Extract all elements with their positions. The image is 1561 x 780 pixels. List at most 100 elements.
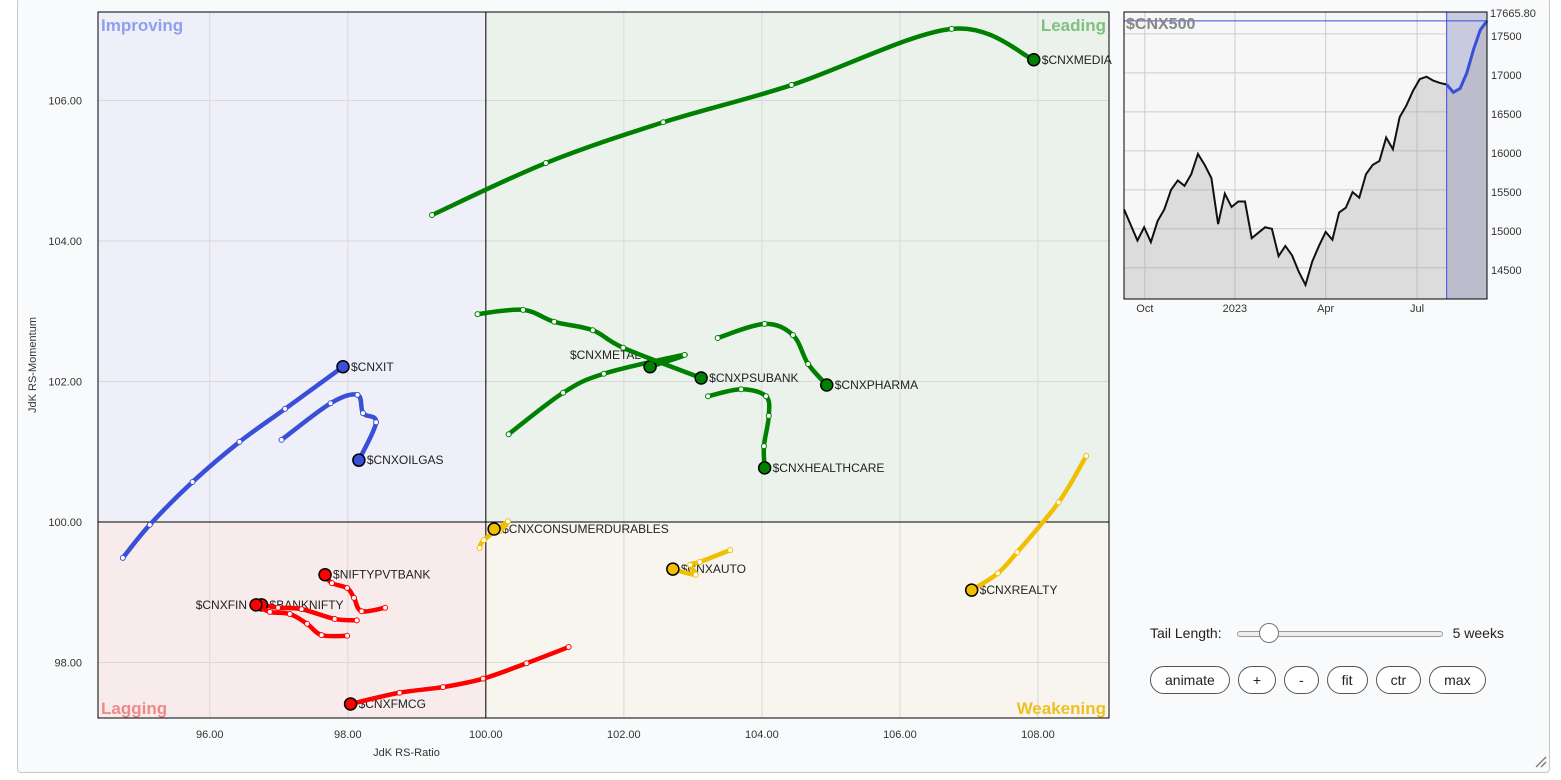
tail-point bbox=[687, 561, 694, 568]
tail-point bbox=[589, 327, 596, 334]
series-label: $CNXFMCG bbox=[359, 697, 426, 711]
zoom-in-button[interactable]: + bbox=[1237, 666, 1276, 694]
tail-point bbox=[738, 386, 745, 393]
series-cnxauto bbox=[666, 547, 734, 578]
mini-x-tick-label: Jul bbox=[1410, 303, 1424, 315]
mini-title: $CNX500 bbox=[1126, 16, 1195, 33]
mini-y-tick-label: 17500 bbox=[1491, 31, 1522, 43]
tail-point bbox=[1055, 499, 1062, 506]
tail-point bbox=[359, 410, 366, 417]
series-label: $CNXHEALTHCARE bbox=[773, 461, 885, 475]
series-label: $CNXPHARMA bbox=[835, 378, 918, 392]
series-label: $CNXCONSUMERDURABLES bbox=[502, 522, 669, 536]
tail-point bbox=[480, 675, 487, 682]
zoom-out-button[interactable]: - bbox=[1284, 666, 1319, 694]
slider-knob[interactable] bbox=[1259, 623, 1280, 643]
tail-point bbox=[331, 615, 338, 622]
quadrant-label-lagging: Lagging bbox=[101, 699, 167, 718]
tail-point bbox=[1083, 452, 1090, 459]
tail-point bbox=[278, 436, 285, 443]
center-button[interactable]: ctr bbox=[1375, 666, 1422, 694]
fit-button[interactable]: fit bbox=[1326, 666, 1368, 694]
tail-length-slider[interactable] bbox=[1236, 623, 1443, 643]
series-cnxrealty bbox=[964, 452, 1090, 597]
head-point bbox=[1027, 53, 1041, 67]
series-label: $CNXIT bbox=[351, 360, 394, 374]
tail-point bbox=[266, 608, 273, 615]
quadrant-label-improving: Improving bbox=[101, 16, 183, 35]
x-tick-label: 100.00 bbox=[469, 729, 503, 741]
x-axis-label: JdK RS-Ratio bbox=[373, 747, 440, 759]
tail-point bbox=[236, 438, 243, 445]
tail-point bbox=[351, 594, 358, 601]
series-cnxit bbox=[119, 360, 350, 561]
x-tick-label: 98.00 bbox=[334, 729, 362, 741]
head-point bbox=[249, 598, 263, 612]
tail-point bbox=[551, 318, 558, 325]
animate-button[interactable]: animate bbox=[1150, 666, 1230, 694]
series-cnxfin bbox=[249, 598, 351, 639]
tail-point bbox=[696, 559, 703, 566]
weakening-quadrant bbox=[485, 522, 1110, 718]
leading-quadrant bbox=[485, 12, 1110, 523]
tail-point bbox=[763, 393, 770, 400]
tail-point bbox=[560, 389, 567, 396]
mini-y-tick-label: 15000 bbox=[1491, 226, 1522, 238]
tail-point bbox=[318, 632, 325, 639]
series-label: $CNXREALTY bbox=[980, 583, 1058, 597]
mini-background bbox=[1124, 12, 1487, 299]
tail-point bbox=[354, 391, 361, 398]
head-point bbox=[757, 461, 772, 475]
tail-point bbox=[344, 585, 351, 592]
mini-last-value: 17665.80 bbox=[1490, 8, 1536, 20]
head-point bbox=[318, 567, 332, 582]
series-label: $NIFTYPVTBANK bbox=[333, 568, 430, 582]
lagging-quadrant bbox=[98, 522, 486, 718]
tail-point bbox=[474, 311, 481, 318]
head-point bbox=[343, 697, 358, 711]
tail-point bbox=[429, 212, 436, 219]
tail-point bbox=[542, 160, 549, 167]
series-label: $CNXOILGAS bbox=[367, 453, 444, 467]
series-cnxoilgas bbox=[278, 391, 380, 467]
tail-point bbox=[440, 684, 447, 691]
tail-point bbox=[660, 119, 667, 126]
mini-y-tick-label: 17000 bbox=[1491, 70, 1522, 82]
improving-quadrant bbox=[98, 12, 486, 523]
series-labels: $CNXMEDIA $CNXMETAL $CNXPSUBANK $CNXPHARMA $… bbox=[196, 53, 1112, 711]
tail-point bbox=[146, 521, 153, 528]
y-tick-label: 102.00 bbox=[48, 377, 82, 389]
quadrant-label-weakening: Weakening bbox=[1017, 699, 1106, 718]
series-cnxpsubank bbox=[474, 306, 708, 385]
tail-point bbox=[396, 689, 403, 696]
series-tail bbox=[120, 364, 346, 561]
tail-point bbox=[994, 570, 1001, 577]
tail-point bbox=[761, 320, 768, 327]
head-point bbox=[666, 562, 680, 576]
mini-frame bbox=[1123, 11, 1488, 300]
tail-point bbox=[714, 334, 721, 341]
tail-point bbox=[327, 400, 334, 407]
y-tick-label: 104.00 bbox=[48, 236, 82, 248]
resize-handle-icon[interactable] bbox=[1533, 754, 1547, 768]
tail-length-value: 5 weeks bbox=[1452, 625, 1504, 641]
x-tick-label: 108.00 bbox=[1021, 729, 1055, 741]
tail-point bbox=[705, 393, 712, 400]
tail-point bbox=[353, 617, 360, 624]
series-cnxconsumerdurables bbox=[476, 518, 511, 551]
series-cnxpharma bbox=[714, 320, 834, 392]
mini-area-fill bbox=[1124, 20, 1487, 299]
tail-point bbox=[504, 518, 511, 525]
tail-point bbox=[765, 412, 772, 419]
max-button[interactable]: max bbox=[1429, 666, 1486, 694]
mini-y-tick-label: 15500 bbox=[1491, 187, 1522, 199]
tail-point bbox=[727, 547, 734, 554]
tail-point bbox=[382, 604, 389, 611]
mini-y-tick-label: 14500 bbox=[1491, 265, 1522, 277]
y-tick-label: 106.00 bbox=[48, 96, 82, 108]
tail-point bbox=[1014, 549, 1021, 556]
tail-point bbox=[620, 344, 627, 351]
y-axis-label: JdK RS-Momentum bbox=[27, 317, 39, 413]
